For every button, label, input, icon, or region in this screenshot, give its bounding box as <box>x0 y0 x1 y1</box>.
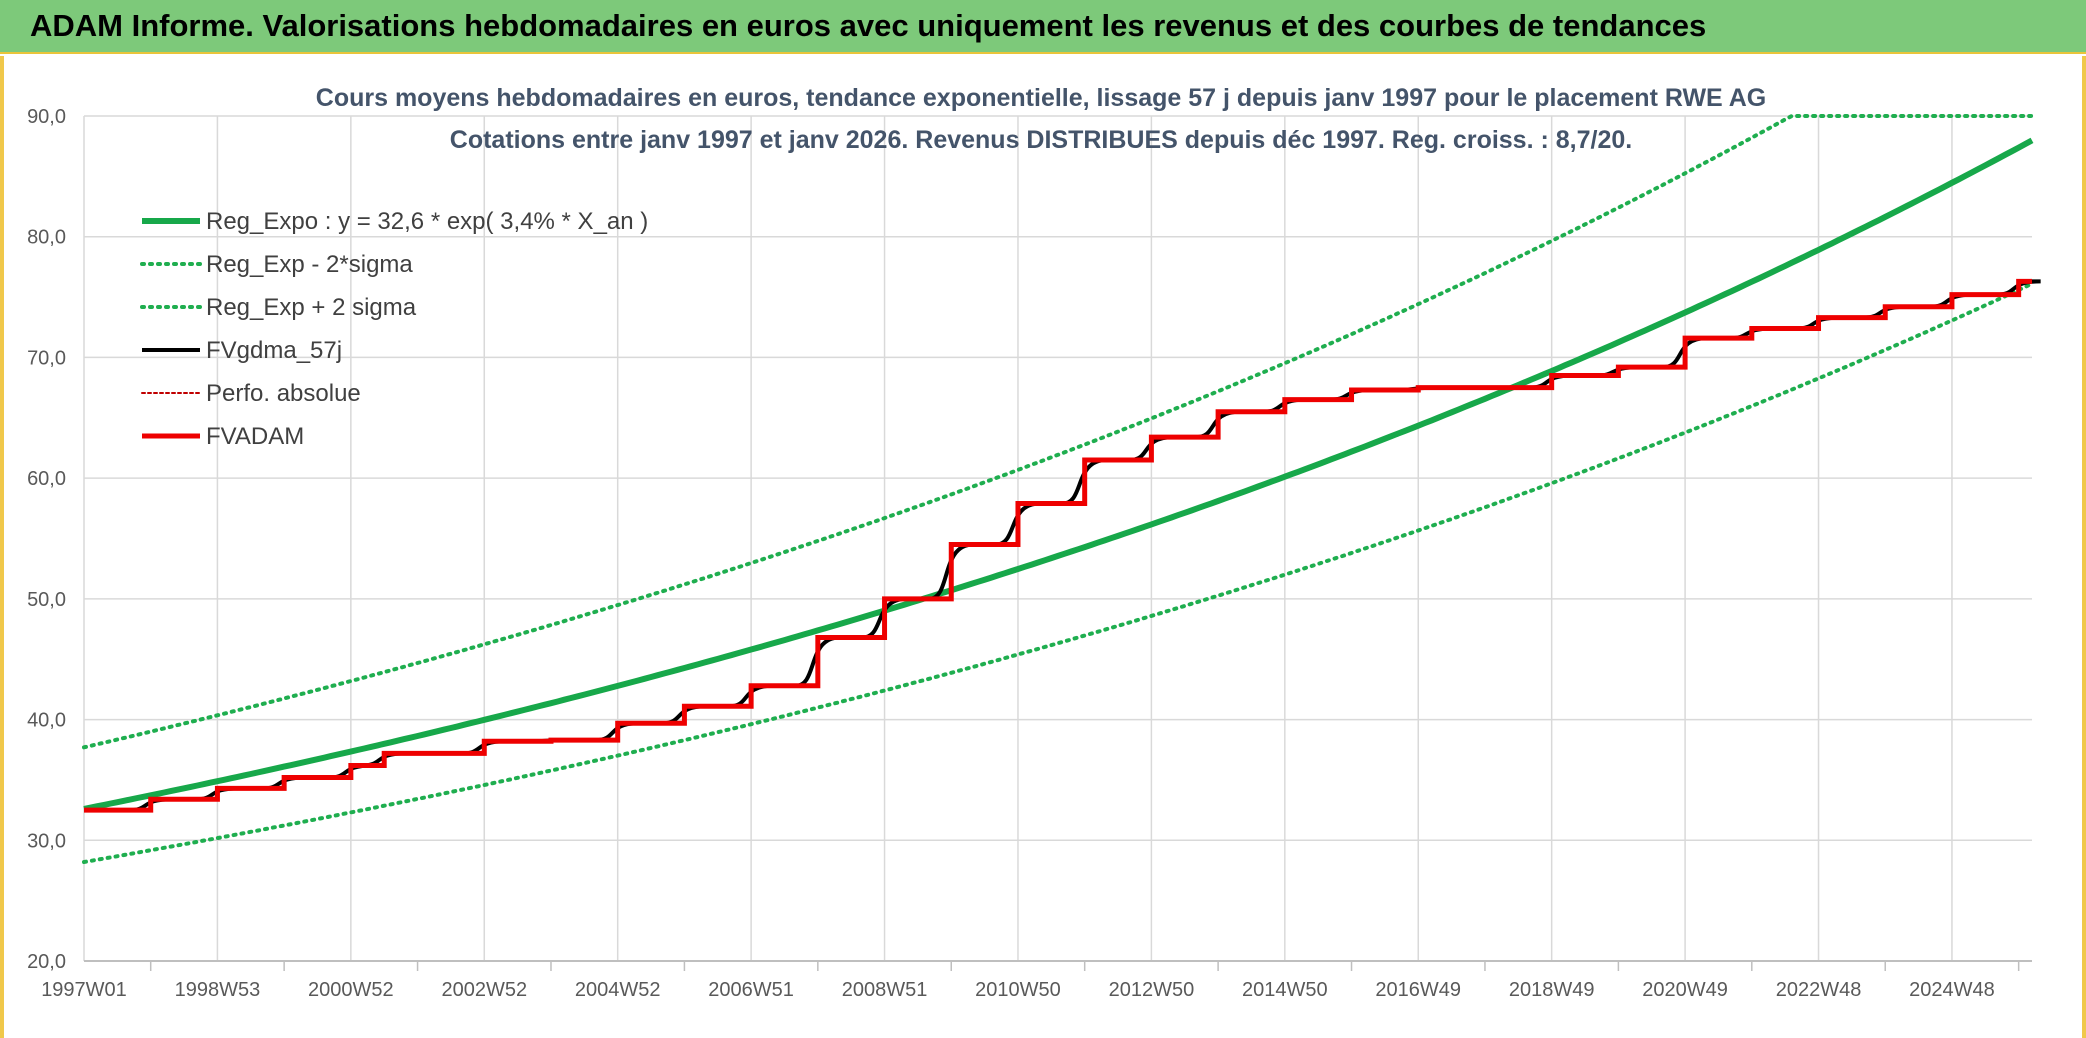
legend-fvgdma: FVgdma_57j <box>142 337 342 364</box>
chart-frame: 20,0 30,0 40,0 50,0 60,0 70,0 80,0 90,0 1997W01… <box>0 56 2086 1038</box>
legend-fvadam: FVADAM <box>142 423 304 450</box>
y-tick-label: 30,0 <box>27 830 66 852</box>
legend-label: Perfo. absolue <box>206 380 361 407</box>
series-fvadam <box>84 278 2032 813</box>
x-tick-label: 2014W50 <box>1242 979 1328 1001</box>
legend: Reg_Expo : y = 32,6 * exp( 3,4% * X_an )… <box>140 208 648 450</box>
chart-subtitle: Cotations entre janv 1997 et janv 2026. … <box>450 126 1632 154</box>
x-tick-label: 2022W48 <box>1776 979 1862 1001</box>
x-axis-ticks: 1997W01 1998W53 2000W52 2002W52 2004W52 2006W… <box>41 979 1995 1001</box>
legend-label: FVgdma_57j <box>206 337 342 364</box>
chart-title: Cours moyens hebdomadaires en euros, ten… <box>316 84 1766 112</box>
grid-lines <box>83 115 2032 971</box>
x-tick-label: 1998W53 <box>175 979 261 1001</box>
series-fvgdma-57j <box>84 279 2041 813</box>
y-tick-label: 20,0 <box>27 951 66 973</box>
y-tick-label: 80,0 <box>27 227 66 249</box>
legend-reg-exp-plus: Reg_Exp + 2 sigma <box>140 294 417 321</box>
x-tick-label: 2012W50 <box>1109 979 1195 1001</box>
y-tick-label: 90,0 <box>27 106 66 128</box>
y-axis-ticks: 20,0 30,0 40,0 50,0 60,0 70,0 80,0 90,0 <box>27 106 66 973</box>
y-tick-label: 40,0 <box>27 710 66 732</box>
x-tick-label: 2002W52 <box>441 979 527 1001</box>
x-tick-label: 2010W50 <box>975 979 1061 1001</box>
y-tick-label: 70,0 <box>27 347 66 369</box>
legend-label: Reg_Exp - 2*sigma <box>206 251 413 278</box>
series-reg-expo <box>83 137 2034 812</box>
x-tick-label: 2006W51 <box>708 979 794 1001</box>
x-tick-label: 2016W49 <box>1375 979 1461 1001</box>
series-layer <box>82 114 2041 864</box>
legend-perfo: Perfo. absolue <box>141 380 361 407</box>
legend-label: Reg_Exp + 2 sigma <box>206 294 417 321</box>
x-tick-label: 2004W52 <box>575 979 661 1001</box>
legend-reg-expo: Reg_Expo : y = 32,6 * exp( 3,4% * X_an ) <box>142 208 648 235</box>
series-reg-exp-minus-2sigma <box>82 281 2034 864</box>
page-title: ADAM Informe. Valorisations hebdomadaire… <box>30 8 1707 43</box>
x-tick-label: 1997W01 <box>41 979 127 1001</box>
legend-label: Reg_Expo : y = 32,6 * exp( 3,4% * X_an ) <box>206 208 648 235</box>
series-reg-exp-plus-2sigma <box>82 114 2034 750</box>
x-tick-label: 2008W51 <box>842 979 928 1001</box>
legend-label: FVADAM <box>206 423 304 450</box>
y-tick-label: 60,0 <box>27 468 66 490</box>
legend-reg-exp-minus: Reg_Exp - 2*sigma <box>140 251 413 278</box>
x-tick-label: 2020W49 <box>1642 979 1728 1001</box>
x-tick-label: 2000W52 <box>308 979 394 1001</box>
y-tick-label: 50,0 <box>27 589 66 611</box>
x-tick-label: 2024W48 <box>1909 979 1995 1001</box>
chart-svg: 20,0 30,0 40,0 50,0 60,0 70,0 80,0 90,0 1997W01… <box>27 84 2041 1001</box>
x-tick-label: 2018W49 <box>1509 979 1595 1001</box>
header-banner: ADAM Informe. Valorisations hebdomadaire… <box>0 0 2086 54</box>
